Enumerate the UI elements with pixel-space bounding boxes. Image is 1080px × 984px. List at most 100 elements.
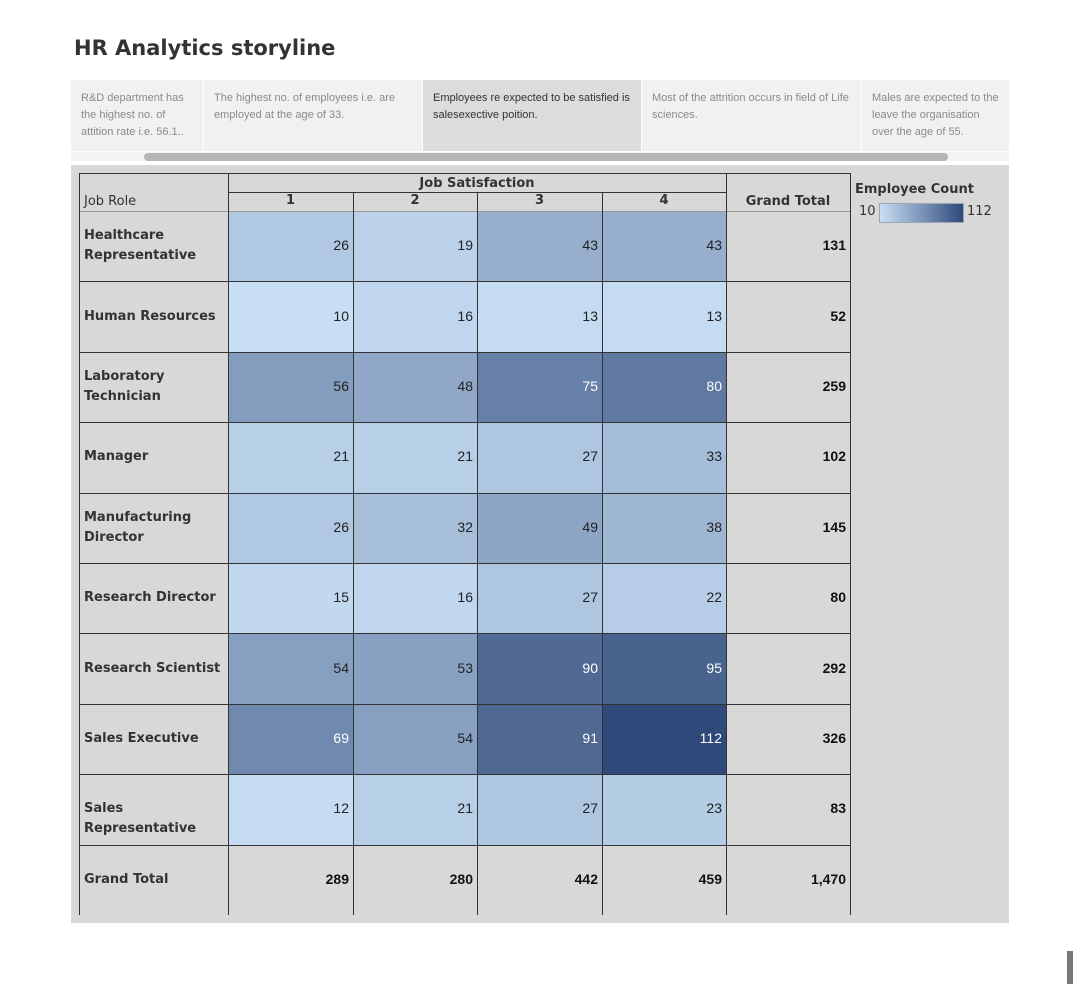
cell-value-label: 75 <box>582 378 598 394</box>
row-grand-total: 102 <box>822 448 846 465</box>
heatmap-cell[interactable] <box>228 351 353 423</box>
cell-value-label: 38 <box>706 518 722 535</box>
grid-line <box>228 173 229 915</box>
row-grand-total: 83 <box>830 800 846 817</box>
cell-value-label: 22 <box>706 589 722 606</box>
story-point-2[interactable]: The highest no. of employees i.e. are em… <box>204 80 423 151</box>
heatmap-cell[interactable] <box>602 633 726 704</box>
heatmap-cell[interactable] <box>477 492 602 563</box>
column-header[interactable]: 3 <box>534 193 545 208</box>
cell-value-label: 26 <box>333 237 349 254</box>
grid-line <box>79 351 850 353</box>
row-grand-total: 52 <box>830 307 846 324</box>
row-header-job-role[interactable]: Job Role <box>84 194 137 209</box>
column-grand-total: 289 <box>325 870 349 887</box>
cell-value-label: 43 <box>582 237 598 254</box>
heatmap-cell[interactable] <box>228 422 353 493</box>
heatmap-cell[interactable] <box>353 774 477 845</box>
grid-line <box>79 492 850 494</box>
job-role-label: Research Director <box>84 590 216 606</box>
dashboard-title: HR Analytics storyline <box>74 36 336 60</box>
column-header[interactable]: 4 <box>659 193 669 208</box>
grid-line <box>79 774 850 776</box>
cell-value-label: 80 <box>706 378 722 394</box>
cell-value-label: 53 <box>457 659 473 676</box>
story-scrollbar-thumb[interactable] <box>144 153 948 161</box>
page-scroll-indicator[interactable] <box>1067 951 1073 984</box>
column-header[interactable]: 1 <box>285 193 296 208</box>
heatmap-cell[interactable] <box>228 492 353 563</box>
grid-line <box>79 211 850 212</box>
cell-value-label: 16 <box>457 589 473 606</box>
legend-title: Employee Count <box>855 182 974 197</box>
cell-value-label: 27 <box>582 800 598 817</box>
column-group-title: Job Satisfaction <box>419 176 535 191</box>
heatmap-cell[interactable] <box>602 492 726 563</box>
grand-total-column-header[interactable]: Grand Total <box>745 194 831 209</box>
grid-line <box>79 173 80 915</box>
story-point-5[interactable]: Males are expected to the leave the orga… <box>872 92 999 138</box>
cell-value-label: 54 <box>333 659 349 676</box>
heatmap-cell[interactable] <box>477 351 602 423</box>
grand-total-row-label: Grand Total <box>84 871 169 887</box>
heatmap-cell[interactable] <box>228 774 353 845</box>
story-point-3[interactable]: Employees re expected to be satisfied is… <box>423 80 642 151</box>
heatmap-cell[interactable] <box>353 563 477 634</box>
heatmap-cell[interactable] <box>228 563 353 634</box>
row-grand-total: 292 <box>822 659 846 676</box>
heatmap-cell[interactable] <box>477 422 602 493</box>
heatmap-cell[interactable] <box>228 281 353 352</box>
heatmap-cell[interactable] <box>353 281 477 352</box>
cell-value-label: 13 <box>582 307 598 324</box>
heatmap-cell[interactable] <box>602 211 726 282</box>
column-header[interactable]: 2 <box>410 193 420 208</box>
heatmap-cell[interactable] <box>477 281 602 352</box>
grid-line <box>79 422 850 424</box>
row-grand-total: 131 <box>822 237 846 254</box>
cell-value-label: 69 <box>333 730 349 746</box>
grid-line <box>602 192 603 915</box>
heatmap-cell[interactable] <box>602 351 726 423</box>
cell-value-label: 10 <box>333 307 349 324</box>
heatmap-cell[interactable] <box>353 351 477 423</box>
legend-color-ramp <box>879 203 964 223</box>
grid-line <box>79 633 850 635</box>
heatmap-cell[interactable] <box>602 422 726 493</box>
heatmap-cell[interactable] <box>228 633 353 704</box>
column-grand-total: 442 <box>574 870 598 887</box>
cell-value-label: 13 <box>706 307 722 324</box>
heatmap-cell[interactable] <box>602 703 726 775</box>
heatmap-cell[interactable] <box>477 774 602 845</box>
heatmap-cell[interactable] <box>602 563 726 634</box>
grid-line <box>79 563 850 564</box>
heatmap-cell[interactable] <box>477 633 602 704</box>
column-grand-total: 280 <box>449 870 473 887</box>
heatmap-cell[interactable] <box>228 211 353 282</box>
cell-value-label: 16 <box>457 307 473 324</box>
heatmap-cell[interactable] <box>353 211 477 282</box>
heatmap-cell[interactable] <box>353 492 477 563</box>
story-point-4[interactable]: Most of the attrition occurs in field of… <box>642 80 862 151</box>
heatmap-cell[interactable] <box>353 703 477 775</box>
story-point-1[interactable]: R&D department has the highest no. of at… <box>71 80 204 151</box>
heatmap-cell[interactable] <box>228 703 353 775</box>
heatmap-cell[interactable] <box>477 563 602 634</box>
cell-value-label: 26 <box>333 518 349 535</box>
job-role-label: Manufacturing Director <box>84 509 192 545</box>
heatmap-cell[interactable] <box>602 281 726 352</box>
job-role-label: Sales Representative <box>84 801 197 837</box>
cell-value-label: 56 <box>333 378 349 394</box>
heatmap-sheet: 26 19 43 43 131 Healthcare Representative 10 16… <box>71 165 1009 923</box>
heatmap-cell[interactable] <box>353 633 477 704</box>
cell-value-label: 21 <box>457 800 473 817</box>
cell-value-label: 15 <box>333 589 349 606</box>
heatmap-cell[interactable] <box>602 774 726 845</box>
job-role-label: Laboratory Technician <box>84 369 165 404</box>
heatmap-cell[interactable] <box>477 211 602 282</box>
heatmap-cell[interactable] <box>353 422 477 493</box>
heatmap-cell[interactable] <box>477 703 602 775</box>
cell-value-label: 91 <box>582 730 598 746</box>
grid-line <box>79 844 850 846</box>
cell-value-label: 12 <box>333 800 349 817</box>
grid-line <box>79 703 850 705</box>
